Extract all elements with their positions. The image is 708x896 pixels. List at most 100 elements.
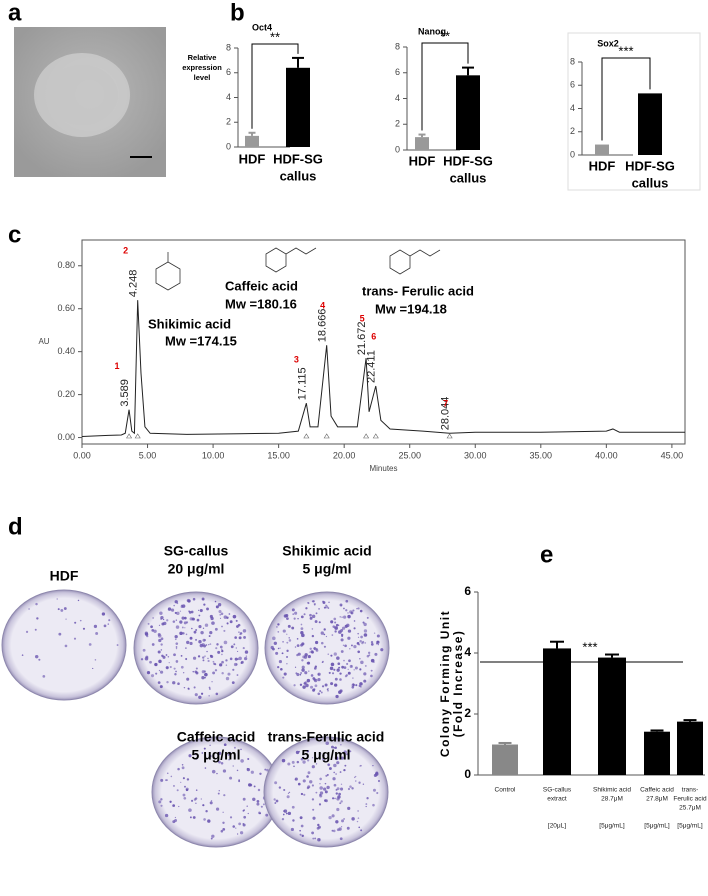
colony-dot — [220, 829, 224, 833]
colony-dot — [344, 624, 348, 628]
colony-dot — [149, 660, 152, 664]
colony-dot — [173, 784, 175, 787]
peak-marker — [126, 433, 133, 439]
plate-label: 5 μg/ml — [302, 561, 351, 577]
colony-dot — [144, 632, 149, 636]
colony-dot — [173, 653, 176, 657]
colony-dot — [313, 602, 316, 606]
colony-dot — [337, 662, 341, 666]
colony-dot — [345, 599, 349, 603]
colony-dot — [79, 619, 82, 622]
bar — [245, 135, 259, 147]
peak-number: 7 — [443, 399, 448, 409]
colony-dot — [21, 654, 24, 656]
colony-dot — [162, 655, 166, 659]
colony-dot — [301, 633, 305, 638]
y-tick-label: 0 — [395, 144, 400, 154]
colony-dot — [310, 650, 314, 654]
plate-label: SG-callus — [164, 543, 229, 559]
colony-dot — [320, 641, 324, 645]
peak-marker — [372, 433, 379, 439]
colony-dot — [307, 655, 311, 659]
colony-dot — [176, 611, 180, 616]
colony-dot — [166, 772, 169, 775]
colony-dot — [353, 644, 357, 649]
colony-dot — [235, 647, 237, 649]
colony-dot — [336, 807, 340, 812]
colony-dot — [208, 643, 210, 646]
colony-dot — [216, 643, 219, 646]
colony-dot — [351, 817, 355, 821]
colony-dot — [172, 804, 176, 807]
colony-dot — [186, 677, 190, 681]
colony-dot — [146, 671, 151, 675]
colony-dot — [323, 628, 326, 631]
colony-dot — [341, 665, 345, 669]
colony-dot — [355, 684, 358, 687]
colony-dot — [210, 837, 213, 840]
colony-dot — [292, 819, 295, 822]
colony-dot — [215, 807, 220, 811]
significance: *** — [618, 43, 633, 58]
colony-dot — [287, 762, 291, 766]
colony-dot — [215, 647, 218, 650]
colony-dot — [256, 800, 260, 803]
colony-dot — [305, 683, 309, 688]
colony-dot — [252, 797, 256, 801]
colony-dot — [244, 650, 249, 654]
colony-dot — [216, 772, 218, 775]
colony-dot — [310, 674, 314, 677]
colony-dot — [294, 646, 297, 648]
panel-frame — [567, 32, 701, 191]
colony-dot — [282, 676, 285, 679]
colony-dot — [246, 805, 248, 807]
colony-dot — [373, 632, 376, 634]
colony-dot — [175, 625, 180, 629]
y-tick-label: 0.80 — [57, 260, 75, 270]
colony-dot — [207, 819, 211, 823]
colony-dot — [223, 743, 227, 747]
colony-dot — [193, 686, 196, 689]
colony-dot — [181, 616, 185, 620]
colony-dot — [333, 783, 337, 787]
colony-dot — [347, 671, 351, 675]
colony-dot — [95, 631, 99, 635]
colony-dot — [325, 635, 328, 638]
colony-dot — [301, 642, 305, 646]
compound-mw: Mw =180.16 — [225, 296, 297, 311]
colony-dot — [221, 649, 224, 653]
x-tick-label: HDF — [239, 151, 266, 166]
colony-dot — [217, 603, 222, 607]
colony-dot — [338, 624, 340, 626]
colony-dot — [214, 627, 218, 631]
colony-dot — [301, 665, 305, 669]
colony-dot — [185, 621, 189, 624]
colony-dot — [225, 676, 230, 681]
colony-dot — [189, 636, 193, 640]
colony-dot — [208, 695, 210, 697]
colony-dot — [286, 663, 288, 665]
colony-dot — [293, 617, 296, 620]
colony-dot — [229, 816, 233, 819]
colony-dot — [335, 792, 338, 795]
colony-dot — [377, 644, 379, 646]
colony-dot — [206, 650, 208, 653]
colony-dot — [240, 759, 244, 763]
colony-dot — [238, 780, 241, 783]
peak-marker — [363, 433, 370, 439]
colony-dot — [317, 692, 321, 696]
peak-marker — [303, 433, 310, 439]
colony-dot — [347, 806, 351, 810]
colony-dot — [185, 633, 188, 636]
colony-dot — [175, 619, 178, 621]
colony-dot — [202, 656, 205, 659]
colony-dot — [207, 659, 210, 663]
colony-dot — [180, 781, 182, 784]
compound-mw: Mw =174.15 — [165, 333, 237, 348]
peak-number: 1 — [115, 361, 120, 371]
colony-dot — [324, 683, 328, 687]
colony-dot — [169, 800, 172, 803]
plate-label: trans-Ferulic acid — [268, 729, 385, 745]
colony-dot — [243, 815, 247, 819]
colony-dot — [347, 612, 349, 614]
